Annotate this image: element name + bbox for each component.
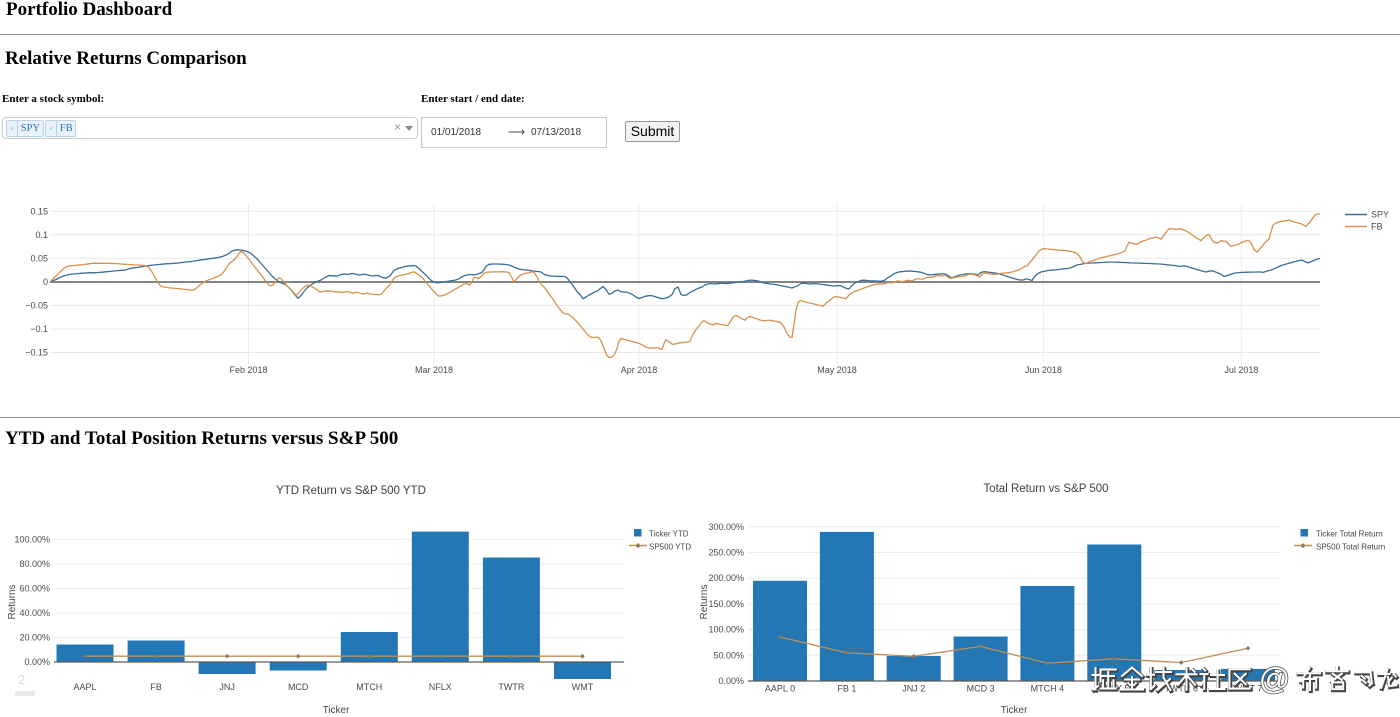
svg-text:Ticker: Ticker <box>323 705 351 716</box>
svg-text:Apr 2018: Apr 2018 <box>621 365 658 375</box>
svg-text:JNJ 2: JNJ 2 <box>902 684 925 694</box>
svg-text:Returns: Returns <box>699 584 710 619</box>
svg-text:Feb 2018: Feb 2018 <box>229 365 267 375</box>
svg-text:MTCH 4: MTCH 4 <box>1031 684 1065 694</box>
svg-text:Ticker: Ticker <box>1001 705 1029 716</box>
svg-text:0.1: 0.1 <box>35 230 48 240</box>
svg-text:40.00%: 40.00% <box>19 608 50 618</box>
svg-text:250.00%: 250.00% <box>708 548 744 558</box>
svg-text:Total Return vs S&P 500: Total Return vs S&P 500 <box>983 483 1108 495</box>
svg-text:May 2018: May 2018 <box>817 365 857 375</box>
svg-text:WMT: WMT <box>572 682 594 692</box>
svg-text:FB: FB <box>150 682 162 692</box>
svg-text:50.00%: 50.00% <box>713 650 744 660</box>
svg-text:0.05: 0.05 <box>30 253 48 263</box>
svg-text:TWTR: TWTR <box>498 682 524 692</box>
svg-text:Jun 2018: Jun 2018 <box>1025 365 1062 375</box>
svg-text:MTCH: MTCH <box>356 682 382 692</box>
svg-text:80.00%: 80.00% <box>19 559 50 569</box>
svg-text:300.00%: 300.00% <box>708 522 744 532</box>
svg-text:Jul 2018: Jul 2018 <box>1224 365 1258 375</box>
svg-text:Ticker Total Return: Ticker Total Return <box>1316 530 1383 539</box>
svg-text:Returns: Returns <box>7 584 18 619</box>
svg-text:60.00%: 60.00% <box>19 583 50 593</box>
svg-text:FB: FB <box>1371 222 1383 232</box>
svg-text:SP500 Total Return: SP500 Total Return <box>1316 543 1385 552</box>
svg-text:100.00%: 100.00% <box>708 625 744 635</box>
svg-text:MCD 3: MCD 3 <box>967 684 995 694</box>
svg-text:100.00%: 100.00% <box>14 534 50 544</box>
svg-text:0.00%: 0.00% <box>718 676 744 686</box>
svg-text:−0.1: −0.1 <box>30 324 48 334</box>
svg-text:MCD: MCD <box>288 682 309 692</box>
svg-text:FB 1: FB 1 <box>837 684 856 694</box>
svg-text:150.00%: 150.00% <box>708 599 744 609</box>
svg-text:−0.15: −0.15 <box>25 348 48 358</box>
svg-text:TWTR 6: TWTR 6 <box>1164 684 1198 694</box>
svg-text:AAPL: AAPL <box>73 682 96 692</box>
svg-text:0.00%: 0.00% <box>24 657 50 667</box>
svg-text:JNJ: JNJ <box>219 682 235 692</box>
svg-text:0: 0 <box>43 277 48 287</box>
svg-text:Mar 2018: Mar 2018 <box>415 365 453 375</box>
svg-text:Ticker YTD: Ticker YTD <box>649 530 689 539</box>
svg-text:SPY: SPY <box>1371 210 1389 220</box>
svg-text:@: @ <box>1259 661 1290 696</box>
svg-text:−0.05: −0.05 <box>25 301 48 311</box>
svg-text:200.00%: 200.00% <box>708 573 744 583</box>
svg-text:20.00%: 20.00% <box>19 633 50 643</box>
svg-text:0.15: 0.15 <box>30 206 48 216</box>
svg-text:AAPL 0: AAPL 0 <box>765 684 795 694</box>
svg-text:NFLX: NFLX <box>429 682 452 692</box>
svg-text:SP500 YTD: SP500 YTD <box>649 543 691 552</box>
svg-text:YTD Return vs S&P 500 YTD: YTD Return vs S&P 500 YTD <box>276 485 426 497</box>
